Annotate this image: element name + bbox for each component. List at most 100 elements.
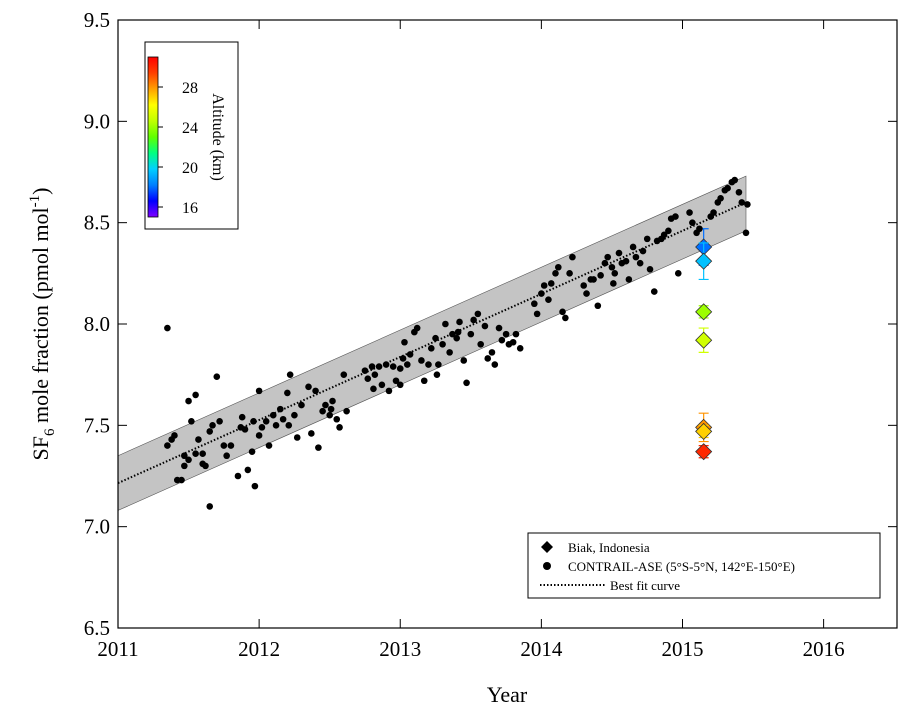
data-point (738, 199, 746, 206)
data-point (639, 247, 647, 255)
data-point (427, 345, 435, 352)
legend-marker (543, 562, 551, 570)
data-point (385, 387, 393, 395)
data-point (636, 259, 644, 267)
data-point (731, 176, 739, 184)
data-point (608, 263, 616, 271)
x-tick-label: 2012 (238, 637, 280, 661)
data-point (223, 452, 230, 460)
data-point (580, 282, 588, 289)
data-point (276, 405, 284, 413)
data-point (192, 450, 199, 458)
data-point (392, 377, 400, 385)
data-point (435, 361, 442, 368)
data-point (364, 375, 372, 383)
data-point (199, 450, 206, 458)
data-point (255, 432, 263, 439)
data-point (604, 253, 611, 261)
legend-box (527, 532, 881, 599)
data-point (547, 280, 555, 287)
data-point (298, 401, 305, 409)
colorbar-tick-label: 20 (182, 160, 198, 177)
data-point (540, 282, 548, 289)
data-point (368, 363, 376, 370)
data-point (611, 270, 619, 277)
data-point (340, 371, 348, 378)
data-point (248, 448, 256, 455)
data-point (538, 290, 545, 297)
data-point (597, 272, 604, 279)
data-point (610, 280, 617, 287)
y-tick-label: 9.5 (84, 8, 110, 32)
data-point (181, 452, 188, 460)
data-point (185, 456, 192, 464)
data-point (622, 257, 630, 265)
data-point (181, 462, 188, 470)
data-point (531, 300, 538, 308)
data-point (689, 219, 696, 226)
data-point (512, 330, 520, 338)
data-point (454, 328, 462, 336)
data-point (488, 349, 496, 356)
data-point (569, 253, 576, 261)
data-point (672, 213, 679, 220)
y-axis-label: SF6 mole fraction (pmol mol-1) (27, 188, 58, 461)
data-point (710, 209, 717, 216)
data-point (336, 424, 343, 431)
y-label-part: mole fraction (pmol mol (28, 207, 53, 428)
data-point (516, 345, 524, 352)
data-point (308, 430, 315, 437)
x-tick-label: 2014 (520, 637, 563, 661)
data-point (420, 377, 428, 385)
data-point (439, 340, 446, 348)
data-point (305, 383, 312, 391)
data-point (498, 336, 506, 344)
data-point (566, 270, 573, 277)
data-point (433, 371, 441, 378)
data-point (425, 361, 432, 368)
x-tick-label: 2011 (97, 637, 138, 661)
data-point (171, 432, 178, 439)
data-point (474, 310, 482, 318)
data-point (250, 417, 257, 425)
colorbar-tick-label: 28 (182, 80, 198, 97)
diamond-point (695, 422, 713, 440)
data-point (164, 442, 171, 449)
data-point (449, 330, 456, 338)
y-tick-label: 7.5 (84, 413, 110, 437)
data-point (470, 316, 477, 324)
data-point (213, 373, 221, 380)
diamond-point (695, 252, 713, 270)
data-point (460, 357, 468, 364)
data-point (646, 265, 654, 273)
data-point (293, 434, 301, 441)
diamond-point (695, 303, 713, 321)
data-point (265, 442, 273, 449)
data-point (312, 387, 319, 395)
data-point (178, 476, 185, 484)
colorbar-box (144, 41, 239, 230)
data-point (696, 225, 703, 233)
data-point (238, 413, 246, 421)
data-point (442, 320, 449, 328)
data-point (533, 310, 541, 318)
data-point (185, 397, 192, 405)
data-point (735, 188, 743, 196)
data-point (418, 357, 425, 364)
x-tick-label: 2016 (803, 637, 845, 661)
x-tick-label: 2013 (379, 637, 421, 661)
data-point (378, 381, 386, 389)
legend-label: Best fit curve (610, 578, 680, 593)
data-point (491, 361, 499, 368)
data-point (284, 389, 291, 397)
data-point (413, 324, 421, 332)
data-point (279, 415, 287, 423)
data-point (625, 276, 633, 283)
colorbar-label: Altitude (km) (209, 93, 226, 181)
data-point (319, 407, 326, 415)
data-point (509, 338, 517, 346)
data-point (446, 349, 453, 356)
data-point (406, 351, 414, 358)
data-point (601, 259, 609, 267)
